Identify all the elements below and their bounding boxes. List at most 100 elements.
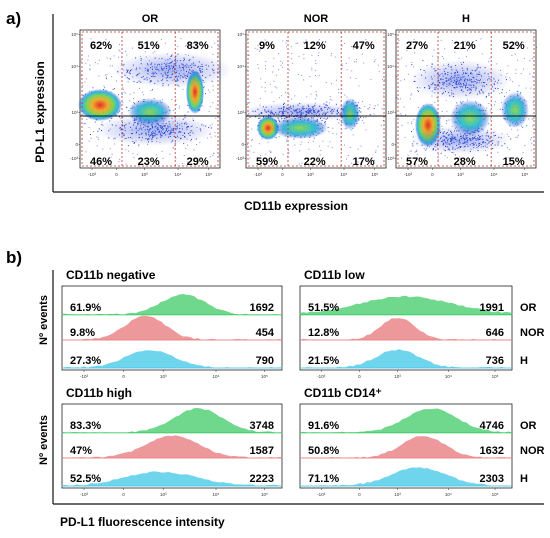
event-dot: [309, 76, 311, 77]
event-dot: [359, 107, 361, 109]
event-dot: [157, 46, 159, 48]
event-dot: [110, 156, 112, 158]
population-density: [501, 92, 529, 128]
event-dot: [205, 93, 206, 95]
event-dot: [98, 139, 100, 141]
event-dot: [285, 91, 286, 93]
event-dot: [270, 151, 272, 153]
event-dot: [294, 95, 296, 97]
event-dot: [341, 63, 343, 65]
event-dot: [264, 87, 266, 89]
event-dot: [85, 62, 87, 64]
x-tick-label: 10³: [457, 172, 464, 177]
x-tick-label: 10⁴: [213, 374, 220, 379]
event-dot: [532, 101, 534, 103]
event-dot: [411, 93, 413, 95]
histogram-percent: 21.5%: [308, 355, 339, 367]
event-dot: [280, 64, 282, 66]
event-dot: [315, 91, 317, 93]
event-dot: [274, 136, 276, 138]
event-dot: [448, 119, 450, 121]
event-dot: [250, 145, 252, 147]
event-dot: [412, 145, 414, 147]
event-dot: [454, 51, 456, 53]
dot-plot-h: H 27% 21% 52% 57% 28% 15% 10⁵ 10⁴ 10³ 0 -10³ -10³ 0 10…: [386, 13, 537, 177]
event-dot: [249, 150, 251, 152]
event-dot: [216, 56, 218, 58]
event-dot: [363, 62, 365, 64]
event-dot: [207, 137, 209, 139]
event-dot: [210, 136, 212, 138]
event-dot: [212, 102, 214, 104]
event-dot: [142, 91, 144, 93]
event-dot: [90, 134, 91, 135]
event-dot: [278, 136, 280, 138]
event-dot: [496, 63, 498, 65]
event-dot: [520, 73, 522, 75]
histogram-2: CD11b low 51.5% 1991 OR 12.8% 646 NOR 21.5% 736 H…: [299, 268, 545, 379]
event-dot: [398, 39, 400, 41]
event-dot: [126, 54, 128, 56]
event-dot: [514, 42, 516, 44]
event-dot: [178, 107, 180, 109]
event-dot: [301, 141, 303, 143]
x-tick-label: 10⁴: [213, 492, 220, 497]
event-dot: [410, 150, 412, 152]
x-tick-label: -10³: [254, 172, 263, 177]
event-dot: [348, 57, 350, 59]
event-dot: [299, 150, 301, 152]
event-dot: [357, 161, 359, 163]
event-dot: [524, 145, 526, 147]
event-dot: [96, 136, 98, 138]
event-dot: [133, 102, 135, 103]
event-dot: [346, 96, 348, 98]
event-dot: [246, 103, 248, 105]
event-dot: [375, 151, 377, 153]
x-tick-label: 0: [122, 374, 125, 379]
event-dot: [338, 92, 340, 94]
event-dot: [488, 61, 490, 63]
histogram-percent: 12.8%: [308, 327, 339, 339]
event-dot: [364, 106, 366, 107]
population-density: [272, 117, 328, 139]
histogram-title: CD11b negative: [66, 268, 156, 282]
event-dot: [471, 45, 473, 46]
event-dot: [516, 91, 518, 92]
event-dot: [218, 46, 220, 48]
gate-percent-bottom: 17%: [353, 156, 375, 168]
y-tick-label: 10³: [237, 110, 244, 115]
event-dot: [271, 162, 272, 164]
event-dot: [446, 120, 448, 122]
event-dot: [214, 42, 216, 44]
event-dot: [257, 44, 259, 46]
event-dot: [303, 41, 305, 43]
x-tick-label: 10⁴: [175, 172, 182, 177]
gate-percent-bottom: 57%: [406, 156, 428, 168]
event-dot: [214, 135, 216, 137]
event-dot: [344, 128, 346, 130]
event-dot: [276, 87, 278, 89]
event-dot: [248, 54, 250, 56]
event-dot: [85, 151, 87, 153]
event-dot: [209, 91, 211, 93]
histogram-title: CD11b high: [66, 386, 132, 400]
event-dot: [218, 154, 220, 156]
event-dot: [292, 62, 294, 64]
event-dot: [512, 81, 513, 83]
event-dot: [383, 95, 385, 97]
event-dot: [412, 128, 414, 130]
x-tick-label: -10³: [80, 374, 89, 379]
legend-label: OR: [520, 420, 537, 432]
event-dot: [106, 74, 108, 76]
event-dot: [535, 103, 537, 105]
event-dot: [437, 58, 439, 60]
gate-percent-top: 47%: [353, 40, 375, 52]
event-dot: [335, 56, 337, 58]
event-dot: [520, 92, 522, 94]
event-dot: [517, 91, 519, 93]
event-dot: [195, 43, 197, 45]
event-dot: [407, 73, 409, 75]
event-dot: [418, 90, 419, 92]
histogram-count: 4746: [480, 420, 504, 432]
